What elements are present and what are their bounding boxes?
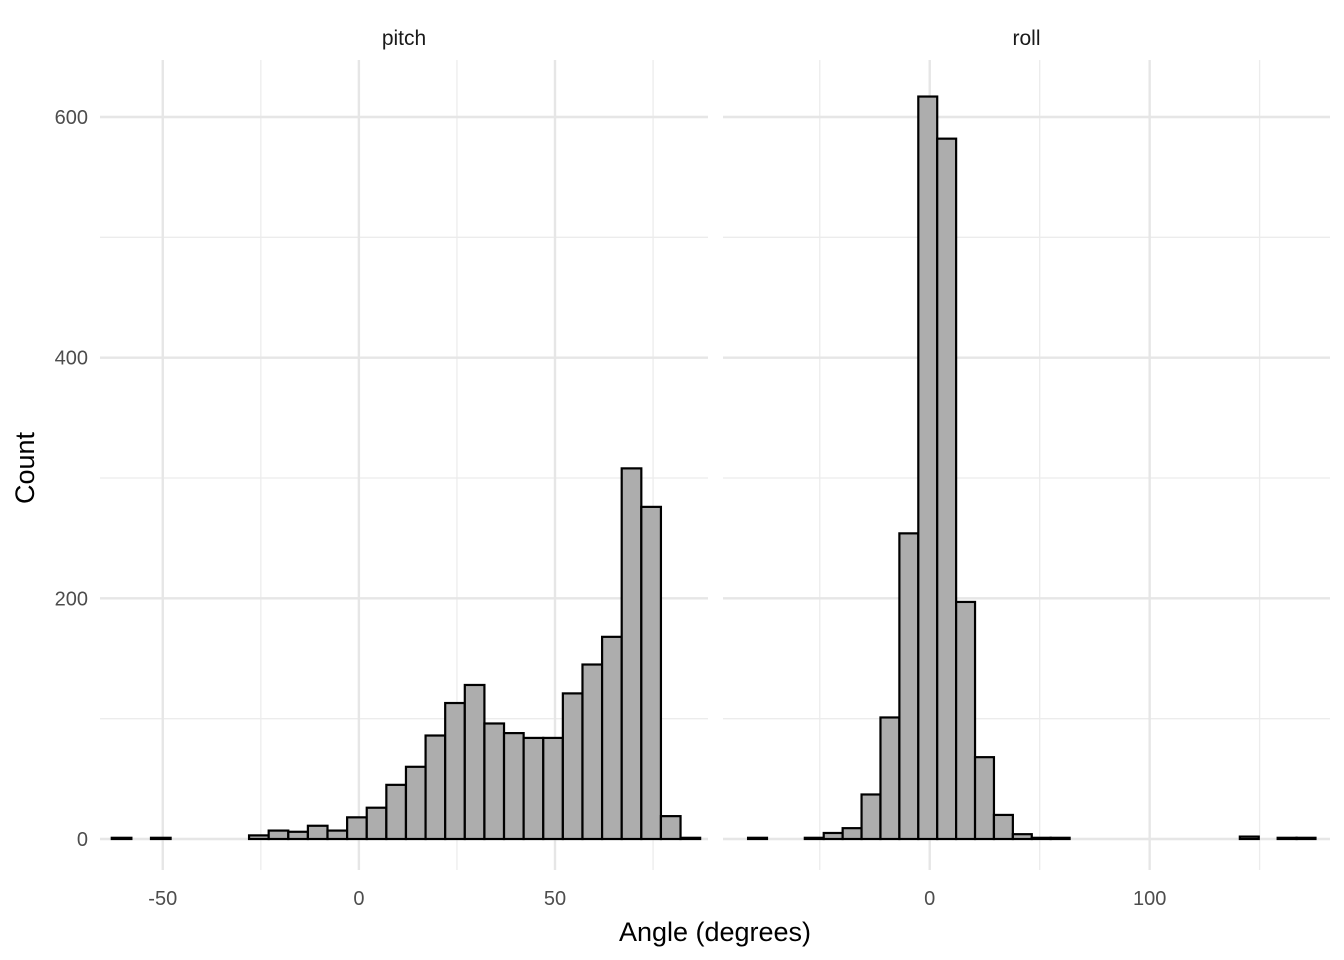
- histogram-bar: [620, 467, 643, 841]
- x-tick-label: 100: [1133, 888, 1166, 910]
- x-axis-title: Angle (degrees): [619, 917, 811, 947]
- histogram-bar: [955, 600, 977, 841]
- y-tick-label: 400: [55, 348, 88, 370]
- histogram-bar: [110, 836, 133, 841]
- y-tick-label: 0: [77, 829, 88, 851]
- x-tick-label: 50: [544, 888, 566, 910]
- histogram-bar: [581, 663, 604, 841]
- histogram-bar: [898, 532, 920, 841]
- facet-strip-label: pitch: [382, 27, 426, 50]
- histogram-bar: [149, 836, 172, 841]
- histogram-bar: [860, 793, 882, 841]
- histogram-bar: [385, 783, 408, 841]
- histogram-bar: [822, 831, 844, 841]
- x-tick-label: 0: [924, 888, 935, 910]
- histogram-bar: [1049, 836, 1071, 841]
- histogram-bar: [679, 836, 702, 841]
- histogram-bar: [542, 736, 564, 841]
- histogram-bar: [424, 734, 447, 841]
- histogram-bar: [326, 829, 349, 841]
- histogram-bar: [267, 829, 290, 841]
- histogram-bar: [659, 815, 682, 841]
- histogram-bar: [306, 824, 329, 841]
- histogram-bar: [1295, 836, 1317, 841]
- histogram-bar: [1011, 833, 1033, 841]
- facet-panel-pitch: -50 0 50 pitch: [100, 27, 708, 910]
- histogram-bar: [365, 806, 388, 841]
- y-axis-title: Count: [10, 431, 40, 504]
- histogram-bar: [463, 683, 486, 841]
- histogram-bar: [522, 736, 545, 841]
- histogram-bar: [1276, 836, 1298, 841]
- histogram-bar: [502, 732, 525, 841]
- histogram-bar: [287, 830, 309, 841]
- histogram-bar: [917, 95, 939, 841]
- histogram-bar: [1238, 835, 1260, 841]
- histogram-bar: [879, 716, 901, 841]
- histogram-bar: [640, 505, 663, 841]
- histogram-bar: [973, 756, 996, 841]
- y-axis: 0 200 400 600: [55, 107, 88, 851]
- y-tick-label: 200: [55, 588, 88, 610]
- x-tick-label: -50: [148, 888, 177, 910]
- histogram-bar: [1030, 836, 1052, 841]
- y-tick-label: 600: [55, 107, 88, 129]
- histogram-bar: [561, 692, 584, 841]
- histogram-bar: [803, 836, 825, 841]
- histogram-bar: [483, 722, 506, 841]
- histogram-bar: [936, 137, 958, 841]
- facet-strip-label: roll: [1012, 27, 1040, 50]
- x-tick-label: 0: [353, 888, 364, 910]
- histogram-bar: [346, 816, 368, 841]
- histogram-bar: [404, 765, 427, 841]
- histogram-bar: [444, 701, 466, 841]
- histogram-bar: [841, 827, 863, 841]
- histogram-bar: [992, 813, 1014, 841]
- histogram-bar: [247, 834, 270, 841]
- histogram-bar: [600, 635, 623, 841]
- histogram-bar: [746, 836, 769, 841]
- facet-panel-roll: 0 100 roll: [723, 27, 1330, 910]
